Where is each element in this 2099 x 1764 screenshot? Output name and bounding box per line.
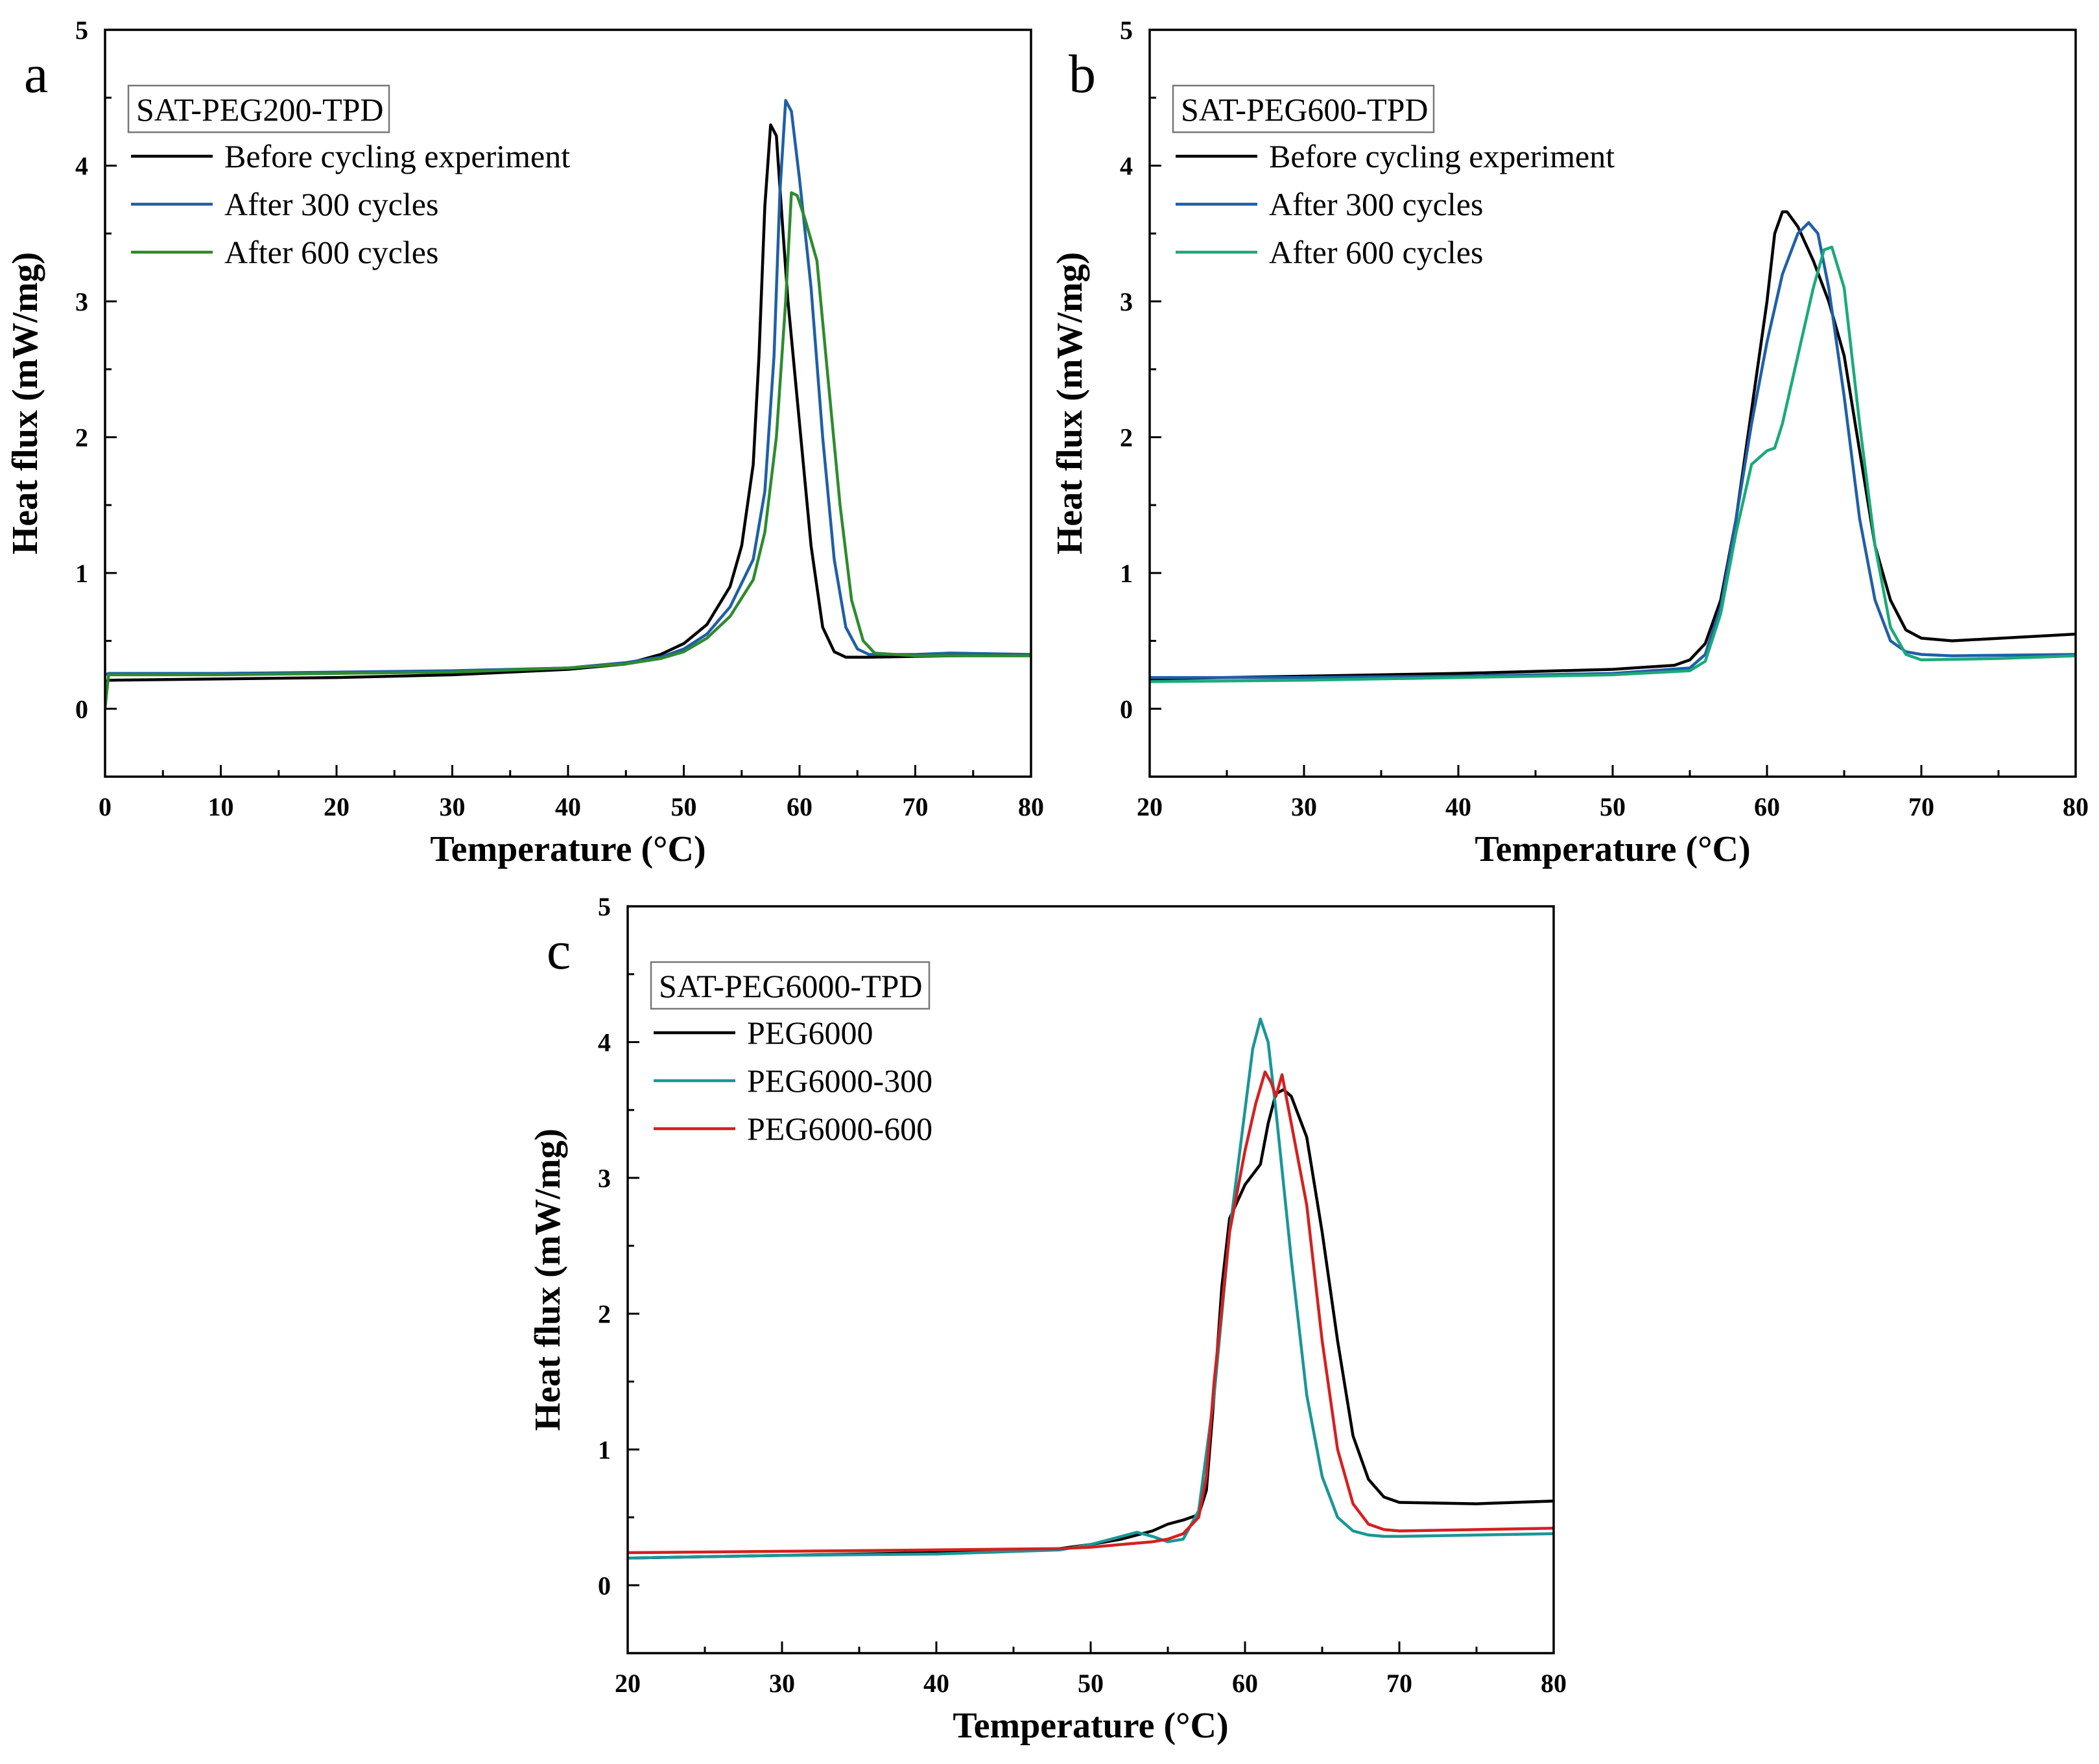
y-tick-label: 4 bbox=[1120, 151, 1133, 180]
x-tick-label: 70 bbox=[1908, 792, 1934, 821]
series-line-3 bbox=[105, 191, 1031, 711]
panel-a: 0 10 20 30 40 50 60 70 80 0 1 2 3 4 5 Temperature (°C) H… bbox=[5, 16, 1044, 869]
x-tick-label: 60 bbox=[787, 792, 812, 821]
legend-title-box bbox=[1172, 84, 1435, 134]
legend-title: SAT-PEG6000-TPD bbox=[659, 968, 923, 1004]
series-line-1 bbox=[1150, 210, 2076, 681]
y-tick-label: 4 bbox=[75, 151, 88, 180]
x-tick-label: 40 bbox=[555, 792, 581, 821]
series-line-2 bbox=[1150, 221, 2076, 679]
y-tick-label: 2 bbox=[75, 423, 88, 452]
legend-entry-2: After 300 cycles bbox=[1269, 186, 1483, 222]
x-axis-label: Temperature (°C) bbox=[953, 1706, 1228, 1746]
legend-title: SAT-PEG200-TPD bbox=[136, 91, 384, 128]
x-tick-label: 60 bbox=[1754, 792, 1780, 821]
x-tick-label: 0 bbox=[99, 792, 112, 821]
x-tick-label: 40 bbox=[923, 1669, 949, 1698]
y-tick-label: 1 bbox=[598, 1435, 611, 1464]
legend-title-box bbox=[127, 84, 390, 134]
series-line-1 bbox=[105, 123, 1031, 683]
x-tick-label: 70 bbox=[1386, 1669, 1412, 1698]
x-tick-label: 30 bbox=[440, 792, 466, 821]
x-tick-label: 70 bbox=[903, 792, 929, 821]
legend-title-box bbox=[650, 961, 931, 1010]
x-tick-label: 10 bbox=[208, 792, 234, 821]
y-tick-label: 0 bbox=[1120, 694, 1133, 723]
panel-b: 20 30 40 50 60 70 80 0 1 2 3 4 5 Temperature (°C) Heat… bbox=[1050, 16, 2089, 869]
y-tick-label: 5 bbox=[1120, 16, 1133, 45]
x-tick-label: 50 bbox=[1600, 792, 1626, 821]
x-axis-label: Temperature (°C) bbox=[1475, 829, 1750, 869]
x-tick-label: 20 bbox=[1137, 792, 1163, 821]
x-tick-label: 80 bbox=[1541, 1669, 1567, 1698]
y-tick-label: 5 bbox=[598, 892, 611, 921]
series-line-3 bbox=[628, 1070, 1554, 1555]
panel-letter: a bbox=[24, 44, 48, 104]
legend-entry-1: Before cycling experiment bbox=[1269, 138, 1615, 174]
y-tick-label: 0 bbox=[598, 1571, 611, 1600]
legend-title: SAT-PEG600-TPD bbox=[1181, 91, 1429, 128]
panel-letter: c bbox=[547, 921, 571, 981]
y-tick-label: 1 bbox=[1120, 559, 1133, 588]
y-tick-label: 3 bbox=[75, 287, 88, 316]
panel-letter: b bbox=[1069, 44, 1096, 104]
x-axis-label: Temperature (°C) bbox=[430, 829, 706, 869]
legend-entry-3: After 600 cycles bbox=[1269, 234, 1483, 270]
x-tick-label: 40 bbox=[1445, 792, 1471, 821]
x-tick-label: 60 bbox=[1232, 1669, 1258, 1698]
y-tick-label: 2 bbox=[1120, 423, 1133, 452]
y-tick-label: 5 bbox=[75, 16, 88, 45]
legend-entry-1: PEG6000 bbox=[747, 1015, 873, 1051]
y-axis-label: Heat flux (mW/mg) bbox=[1050, 252, 1090, 555]
x-tick-label: 20 bbox=[615, 1669, 641, 1698]
y-tick-label: 3 bbox=[1120, 287, 1133, 316]
y-tick-label: 1 bbox=[75, 559, 88, 588]
legend-entry-2: PEG6000-300 bbox=[747, 1063, 932, 1099]
x-tick-label: 80 bbox=[1018, 792, 1044, 821]
y-tick-label: 2 bbox=[598, 1299, 611, 1328]
y-tick-label: 4 bbox=[598, 1028, 611, 1057]
y-tick-label: 0 bbox=[75, 694, 88, 723]
x-tick-label: 50 bbox=[671, 792, 697, 821]
x-tick-label: 50 bbox=[1078, 1669, 1104, 1698]
y-axis-label: Heat flux (mW/mg) bbox=[5, 252, 45, 555]
x-tick-label: 80 bbox=[2063, 792, 2089, 821]
x-tick-label: 30 bbox=[769, 1669, 795, 1698]
x-tick-label: 20 bbox=[324, 792, 350, 821]
x-tick-label: 30 bbox=[1291, 792, 1317, 821]
panel-c: 20 30 40 50 60 70 80 0 1 2 3 4 5 Temperature (°C) Heat… bbox=[528, 892, 1567, 1746]
y-axis-label: Heat flux (mW/mg) bbox=[528, 1129, 568, 1431]
legend-entry-3: PEG6000-600 bbox=[747, 1111, 932, 1147]
series-line-2 bbox=[628, 1017, 1554, 1560]
legend-entry-2: After 300 cycles bbox=[224, 186, 438, 222]
legend-entry-1: Before cycling experiment bbox=[224, 138, 570, 174]
legend-entry-3: After 600 cycles bbox=[224, 234, 438, 270]
series-line-3 bbox=[1150, 245, 2076, 683]
y-tick-label: 3 bbox=[598, 1164, 611, 1193]
